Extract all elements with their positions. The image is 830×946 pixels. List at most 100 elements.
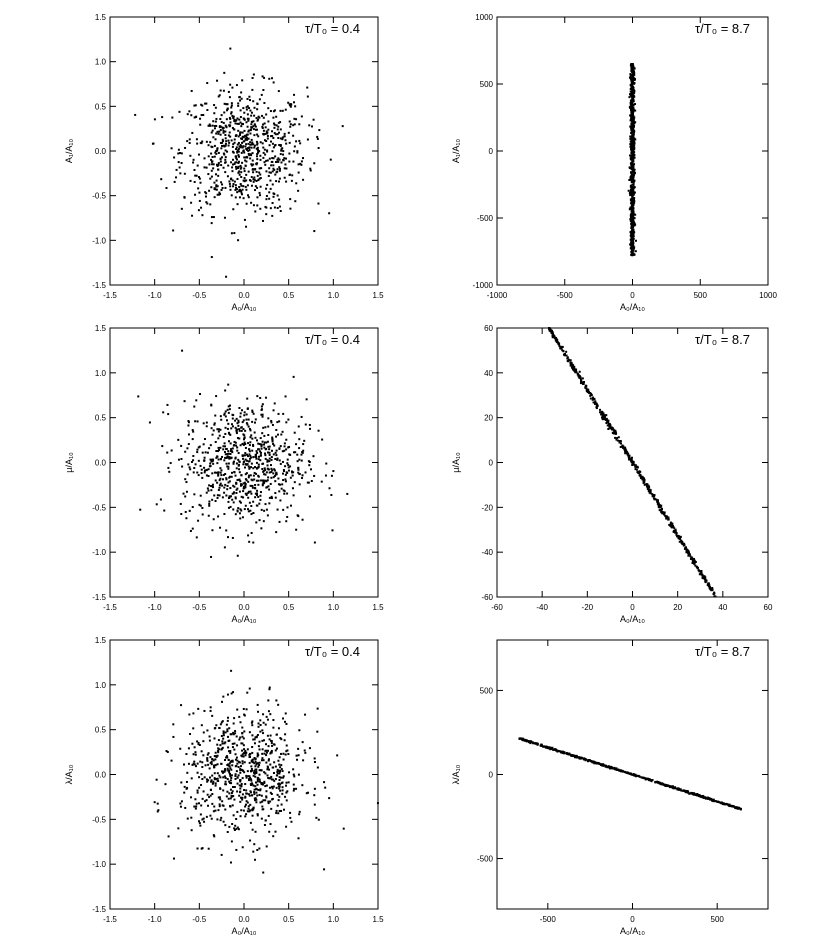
data-point <box>286 749 289 752</box>
data-point <box>714 595 717 598</box>
data-point <box>249 457 252 460</box>
data-point <box>214 479 217 482</box>
data-point <box>203 466 206 469</box>
data-point <box>630 246 633 249</box>
data-point <box>631 230 634 233</box>
data-point <box>264 479 267 482</box>
scatter-panel: -60 -40 -20 0 20 40 60-60-40-200204060A₀/A₁₀μ/… <box>451 324 773 624</box>
data-point <box>272 719 275 722</box>
data-point <box>254 436 257 439</box>
data-point <box>223 459 226 462</box>
data-point <box>261 800 264 803</box>
data-point <box>626 772 629 775</box>
data-point <box>629 84 632 87</box>
data-point <box>206 202 209 205</box>
data-point <box>243 111 246 114</box>
tau-annotation: τ/T₀ = 8.7 <box>695 332 750 347</box>
data-point <box>243 411 246 414</box>
data-point <box>244 452 247 455</box>
data-point <box>235 134 238 137</box>
data-point <box>554 337 557 340</box>
data-point <box>270 775 273 778</box>
data-point <box>217 474 220 477</box>
data-point <box>255 798 258 801</box>
data-point <box>217 515 220 518</box>
data-point <box>630 163 633 166</box>
data-point <box>188 509 191 512</box>
data-point <box>634 774 637 777</box>
data-point <box>198 744 201 747</box>
data-point <box>632 200 635 203</box>
data-point <box>248 777 251 780</box>
data-point <box>702 575 705 578</box>
data-point <box>166 451 169 454</box>
data-point <box>264 503 267 506</box>
data-point <box>631 244 634 247</box>
data-point <box>288 453 291 456</box>
data-point <box>270 742 273 745</box>
data-point <box>193 763 196 766</box>
data-point <box>236 759 239 762</box>
data-point <box>208 189 211 192</box>
data-point <box>243 714 246 717</box>
data-point <box>239 815 242 818</box>
data-point <box>273 474 276 477</box>
data-point <box>259 491 262 494</box>
data-point <box>635 774 638 777</box>
data-point <box>213 766 216 769</box>
data-point <box>266 479 269 482</box>
data-point <box>210 404 213 407</box>
data-point <box>222 121 225 124</box>
data-point <box>156 802 159 805</box>
data-point <box>632 106 635 109</box>
data-point <box>284 395 287 398</box>
data-point <box>301 474 304 477</box>
data-point <box>631 101 634 104</box>
data-point <box>261 219 264 222</box>
data-point <box>216 754 219 757</box>
data-point <box>267 174 270 177</box>
data-point <box>632 165 635 168</box>
data-point <box>252 178 255 181</box>
data-point <box>208 504 211 507</box>
data-point <box>238 429 241 432</box>
data-point <box>261 75 264 78</box>
data-point <box>275 472 278 475</box>
y-tick-label: 1.0 <box>95 369 107 378</box>
data-point <box>198 199 201 202</box>
data-point <box>276 770 279 773</box>
data-point <box>217 739 220 742</box>
data-point <box>216 185 219 188</box>
data-point <box>293 775 296 778</box>
data-point <box>632 115 635 118</box>
data-point <box>269 207 272 210</box>
data-point <box>634 103 637 106</box>
data-point <box>208 776 211 779</box>
data-point <box>633 221 636 224</box>
data-point <box>616 439 619 442</box>
data-point <box>249 132 252 135</box>
data-point <box>624 450 627 453</box>
data-point <box>236 149 239 152</box>
data-point <box>242 107 245 110</box>
data-point <box>268 457 271 460</box>
data-point <box>600 413 603 416</box>
data-point <box>710 589 713 592</box>
data-point <box>257 765 260 768</box>
data-point <box>166 750 169 753</box>
data-point <box>653 498 656 501</box>
data-point <box>249 99 252 102</box>
data-point <box>271 778 274 781</box>
data-point <box>235 462 238 465</box>
data-point <box>185 481 188 484</box>
data-point <box>311 125 314 128</box>
data-point <box>198 802 201 805</box>
data-point <box>250 126 253 129</box>
data-point <box>723 803 726 806</box>
data-point <box>671 522 674 525</box>
data-point <box>203 776 206 779</box>
data-point <box>219 129 222 132</box>
data-point <box>631 87 634 90</box>
data-point <box>187 463 190 466</box>
data-point <box>200 472 203 475</box>
